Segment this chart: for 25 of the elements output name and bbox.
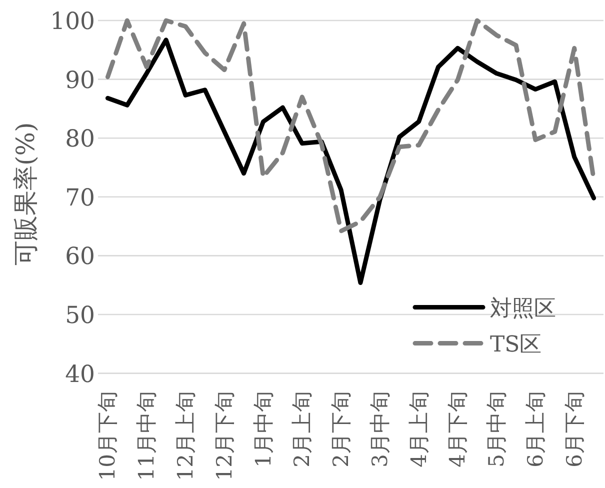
x-tick-label: 2月上旬	[290, 391, 314, 468]
x-tick-label: 11月中旬	[134, 391, 159, 481]
y-tick-label: 80	[65, 124, 95, 153]
x-tick-label: 6月下旬	[562, 391, 586, 468]
x-tick-label: 4月上旬	[406, 391, 431, 468]
x-tick-label: 12月上旬	[173, 391, 198, 481]
y-tick-label: 50	[65, 301, 95, 329]
legend-label: 対照区	[490, 296, 556, 322]
y-tick-label: 70	[65, 183, 95, 212]
x-tick-label: 6月上旬	[523, 391, 548, 468]
x-tick-label: 3月中旬	[368, 391, 392, 468]
y-tick-label: 100	[50, 7, 95, 35]
y-tick-label: 40	[65, 360, 95, 388]
x-tick-label: 4月下旬	[446, 391, 470, 468]
line-series	[105, 38, 596, 285]
x-tick-label: 12月下旬	[212, 391, 236, 481]
x-tick-label: 1月中旬	[251, 391, 276, 468]
y-axis-title: 可販果率(%)	[11, 122, 40, 266]
y-tick-label: 60	[65, 242, 95, 270]
line-series	[105, 18, 596, 234]
legend-label: TS区	[490, 332, 542, 358]
x-tick-label: 2月下旬	[329, 391, 354, 468]
y-tick-label: 90	[65, 66, 95, 94]
x-tick-label: 10月下旬	[96, 391, 120, 481]
x-tick-label: 5月中旬	[484, 391, 509, 468]
